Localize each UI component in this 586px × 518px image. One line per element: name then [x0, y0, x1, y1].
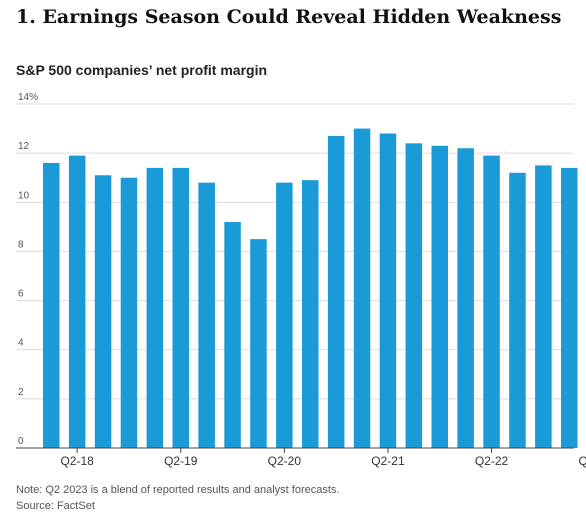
x-tick-label: Q2-21 — [371, 454, 405, 468]
x-tick-label: Q2-20 — [268, 454, 302, 468]
bar-q1-20 — [250, 239, 267, 448]
x-tick-label: Q2-23 — [578, 454, 586, 468]
y-tick-label: 10 — [18, 190, 30, 201]
bar-q2-18 — [68, 155, 86, 448]
chart-headline: 1. Earnings Season Could Reveal Hidden W… — [16, 6, 562, 28]
bar-q1-18 — [43, 162, 60, 448]
chart-footer: Note: Q2 2023 is a blend of reported res… — [16, 482, 339, 514]
y-tick-label: 12 — [18, 141, 30, 152]
bar-q1-19 — [146, 167, 164, 448]
bar-q4-19 — [224, 221, 241, 448]
bar-q4-18 — [120, 177, 138, 448]
bar-q4-21 — [431, 145, 448, 448]
y-tick-label: 6 — [18, 289, 24, 300]
bar-q3-21 — [405, 143, 423, 449]
bar-q2-20 — [276, 182, 293, 448]
y-tick-label: 14% — [18, 92, 38, 103]
bar-q2-21 — [379, 133, 397, 448]
chart-title: S&P 500 companies’ net profit margin — [16, 62, 268, 78]
bar-q3-19 — [198, 182, 215, 448]
bar-q3-22 — [509, 172, 526, 449]
bar-q4-22 — [535, 165, 552, 448]
x-tick-label: Q2-19 — [164, 454, 198, 468]
x-tick-label: Q2-18 — [60, 454, 94, 468]
bar-q3-18 — [94, 175, 112, 448]
chart-source: Source: FactSet — [16, 500, 95, 512]
y-tick-label: 4 — [18, 338, 24, 349]
bar-q2-22 — [483, 155, 500, 448]
bar-q2-19 — [172, 167, 189, 448]
bar-q3-20 — [302, 180, 319, 448]
axes: 0 2 4 6 8 10 12 14% Q2-18 Q2-19 Q2-20 Q2-21 Q2-22 Q2-… — [16, 92, 586, 468]
y-tick-label: 0 — [18, 436, 24, 447]
bar-q1-22 — [457, 148, 474, 448]
x-tick-label: Q2-22 — [475, 454, 509, 468]
bar-q4-20 — [327, 135, 345, 448]
y-tick-label: 8 — [18, 239, 24, 250]
bars — [43, 128, 578, 449]
y-tick-label: 2 — [18, 387, 24, 398]
bar-q1-21 — [353, 128, 371, 449]
chart-note: Note: Q2 2023 is a blend of reported res… — [16, 484, 340, 496]
bar-q1-23 — [561, 167, 578, 448]
bar-chart: 0 2 4 6 8 10 12 14% Q2-18 Q2-19 Q2-20 Q2-21 Q2-22 Q2-… — [16, 92, 586, 468]
